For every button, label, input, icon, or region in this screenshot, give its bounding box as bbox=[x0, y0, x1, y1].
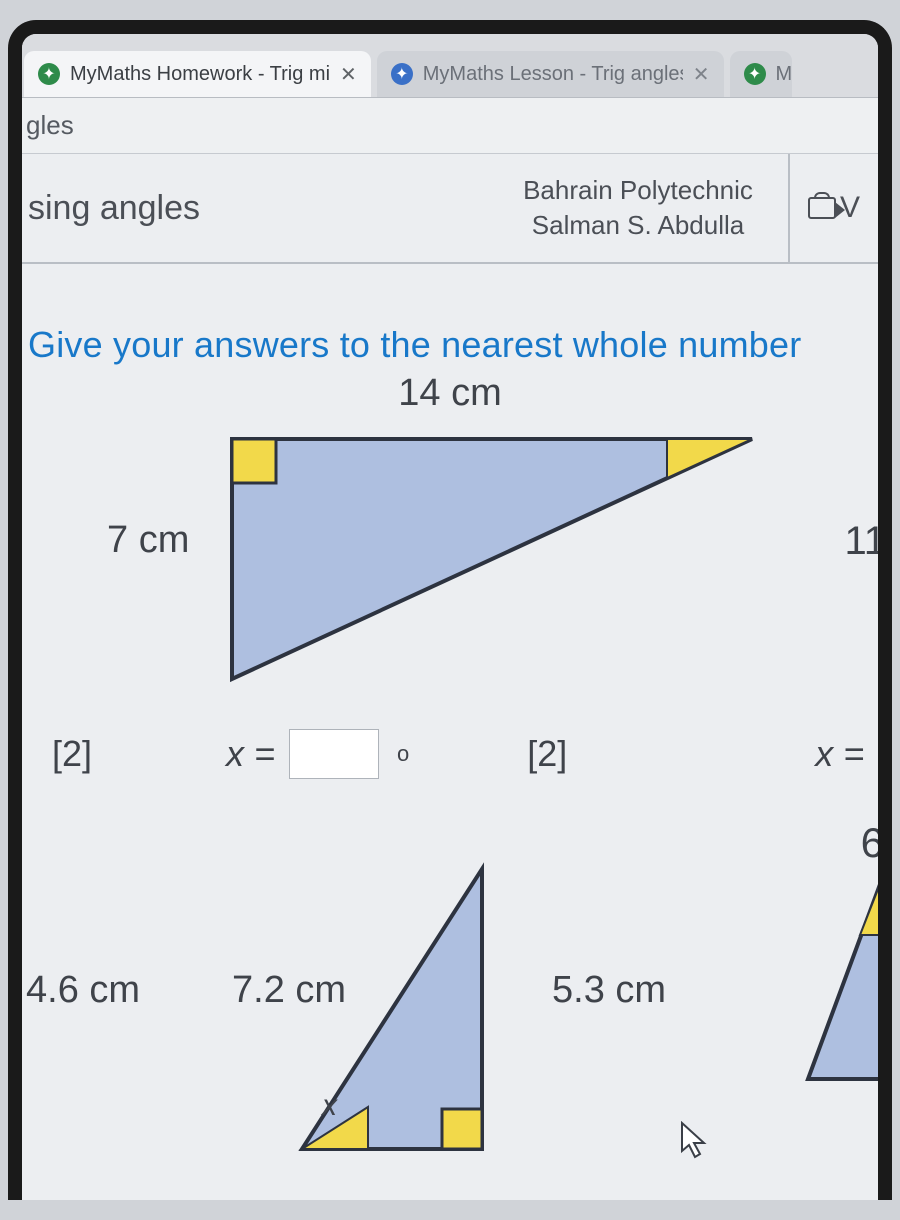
worksheet-content: Give your answers to the nearest whole n… bbox=[22, 264, 878, 1200]
close-icon[interactable]: ✕ bbox=[693, 62, 710, 87]
student-name: Salman S. Abdulla bbox=[488, 210, 788, 241]
dimension-6: 6 bbox=[861, 819, 884, 867]
tab-favicon: ✦ bbox=[391, 63, 413, 85]
answer-input[interactable] bbox=[289, 729, 379, 779]
degree-symbol: o bbox=[397, 741, 409, 767]
marks-label: [2] bbox=[22, 733, 212, 775]
page-title-fragment: sing angles bbox=[22, 154, 488, 262]
triangle2-angle-variable: x bbox=[322, 1089, 337, 1123]
triangle2-svg bbox=[282, 859, 542, 1164]
breadcrumb-text: gles bbox=[26, 110, 74, 141]
triangle1-figure: 7 cm x 11 bbox=[22, 419, 878, 719]
browser-tab-active[interactable]: ✦ MyMaths Homework - Trig mis ✕ bbox=[24, 51, 371, 97]
tab-title: MyMaths Homework - Trig mis bbox=[70, 63, 330, 86]
page-title-text: sing angles bbox=[28, 189, 200, 228]
close-icon[interactable]: ✕ bbox=[340, 62, 357, 87]
adjacent-figure-dimension: 11 bbox=[844, 519, 886, 564]
browser-tab-inactive[interactable]: ✦ MyMaths Lesson - Trig angles ✕ bbox=[377, 51, 724, 97]
tab-favicon: ✦ bbox=[38, 63, 60, 85]
marks-label: [2] bbox=[527, 733, 697, 775]
tab-favicon: ✦ bbox=[744, 63, 766, 85]
page-header: sing angles Bahrain Polytechnic Salman S… bbox=[22, 154, 878, 264]
figure-row-2: 4.6 cm 7.2 cm 5.3 cm 6 x bbox=[22, 849, 878, 1169]
instruction-text: Give your answers to the nearest whole n… bbox=[22, 284, 878, 366]
institution-name: Bahrain Polytechnic bbox=[488, 175, 788, 206]
tab-title: MyMaths Lesson - Trig angles bbox=[423, 63, 683, 86]
x-equals-label: x = bbox=[815, 733, 864, 775]
dimension-4-6: 4.6 cm bbox=[26, 969, 140, 1012]
x-equals-label: x = bbox=[226, 733, 275, 775]
breadcrumb-fragment: gles bbox=[22, 98, 878, 154]
triangle1-top-dimension: 14 cm bbox=[22, 372, 878, 415]
browser-tab-inactive[interactable]: ✦ M bbox=[730, 51, 793, 97]
triangle1-svg bbox=[222, 429, 782, 699]
dimension-5-3: 5.3 cm bbox=[552, 969, 666, 1012]
video-icon bbox=[808, 197, 836, 219]
cursor-icon bbox=[678, 1121, 708, 1159]
answer-row: [2] x = o [2] x = bbox=[22, 729, 878, 779]
video-button[interactable]: V bbox=[788, 154, 878, 262]
tab-initial: M bbox=[776, 63, 793, 86]
browser-tab-strip: ✦ MyMaths Homework - Trig mis ✕ ✦ MyMath… bbox=[22, 34, 878, 98]
device-frame: ✦ MyMaths Homework - Trig mis ✕ ✦ MyMath… bbox=[8, 20, 892, 1200]
user-institution-block: Bahrain Polytechnic Salman S. Abdulla bbox=[488, 154, 788, 262]
triangle1-left-dimension: 7 cm bbox=[107, 519, 189, 562]
partial-triangle-right bbox=[802, 879, 882, 1099]
